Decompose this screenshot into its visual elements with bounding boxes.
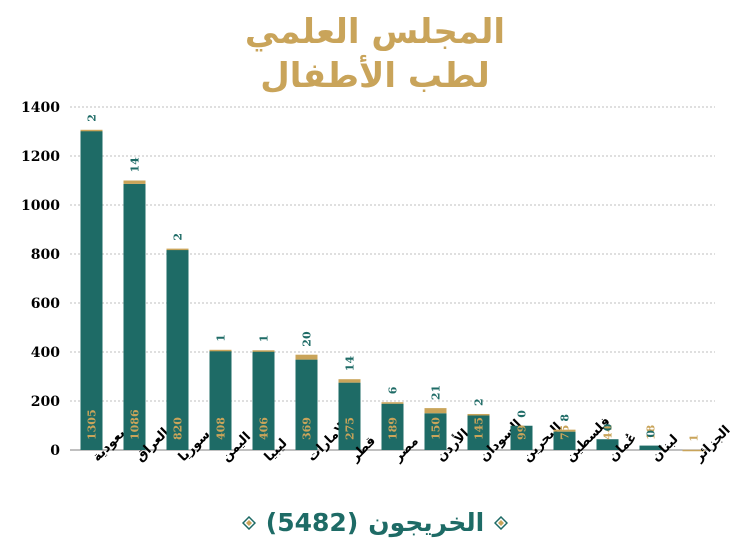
bar-top-value-label: 0 [602, 423, 615, 431]
bar-value-label: 99 [516, 425, 529, 440]
bar-primary [424, 413, 447, 450]
diamond-ornament-icon [494, 516, 509, 530]
bar-top-value-label: 14 [129, 157, 142, 173]
y-tick-label: 0 [50, 443, 60, 459]
bar-top-value-label: 8 [559, 414, 572, 422]
y-tick-label: 400 [31, 345, 60, 361]
bar-secondary [424, 408, 447, 414]
y-tick-label: 1000 [21, 198, 60, 214]
bar-secondary [295, 354, 318, 360]
bar-secondary [682, 449, 705, 452]
bar-top-value-label: 2 [172, 233, 185, 241]
bar-primary [295, 359, 318, 450]
chart-title-line-1: المجلس العلمي [244, 12, 506, 52]
bar-top-value-label: 20 [301, 331, 314, 347]
bar-value-label: 408 [215, 417, 228, 440]
bar-primary [467, 414, 490, 450]
bar-value-label: 44 [602, 424, 615, 440]
bar-value-label: 145 [473, 417, 486, 440]
y-tick-label: 200 [31, 394, 60, 410]
bar-value-label: 406 [258, 417, 271, 440]
bar-top-value-label: 0 [516, 410, 529, 418]
bar-primary [510, 425, 533, 450]
bar-value-label: 1086 [129, 409, 142, 440]
bar-primary [166, 249, 189, 450]
y-tick-label: 1400 [21, 100, 60, 116]
bar-top-value-label: 1 [215, 334, 228, 342]
bar-top-value-label: 2 [86, 114, 99, 122]
bar-value-label: 189 [387, 417, 400, 440]
y-tick-label: 600 [31, 296, 60, 312]
bar-secondary [123, 180, 146, 184]
bar-primary [553, 431, 576, 450]
chart-title-line-2: لطب الأطفال [260, 56, 490, 96]
graduates-footer: الخريجون (5482) [0, 506, 750, 540]
bar-top-value-label: 14 [344, 356, 357, 372]
bar-value-label: 1305 [86, 409, 99, 440]
bar-primary [338, 382, 361, 450]
graduates-total: (5482) [265, 508, 359, 537]
diamond-ornament-icon [241, 516, 256, 530]
bar-primary [252, 350, 275, 450]
bar-value-label: 150 [430, 417, 443, 440]
bar-primary [123, 183, 146, 450]
graduates-label: الخريجون [368, 508, 485, 537]
bar-primary [639, 445, 662, 450]
bar-top-value-label: 0 [645, 430, 658, 438]
bar-primary [209, 350, 232, 450]
bar-secondary [381, 402, 404, 404]
bar-value-label: 275 [344, 417, 357, 440]
bar-top-value-label: 1 [258, 335, 271, 343]
bar-primary [80, 130, 103, 450]
bar-secondary [209, 349, 232, 352]
bar-secondary [467, 413, 490, 416]
bar-top-value-label: 2 [473, 398, 486, 406]
bar-value-label: 369 [301, 417, 314, 440]
bar-primary [381, 403, 404, 450]
bar-top-value-label: 1 [688, 434, 701, 442]
bar-primary [596, 439, 619, 450]
bar-secondary [80, 129, 103, 132]
bar-secondary [166, 248, 189, 251]
bar-secondary [553, 429, 576, 432]
y-tick-label: 800 [31, 247, 60, 263]
bar-value-label: 75 [559, 425, 572, 440]
bar-chart: 020040060080010001200140013052السعودية10… [21, 100, 734, 466]
bar-value-label: 18 [645, 424, 658, 440]
bar-top-value-label: 6 [387, 386, 400, 394]
y-tick-label: 1200 [21, 149, 60, 165]
bar-secondary [338, 379, 361, 383]
bar-top-value-label: 21 [430, 385, 443, 400]
bar-value-label: 820 [172, 417, 185, 440]
x-category-label: الجزائر [691, 423, 734, 466]
bar-secondary [252, 350, 275, 352]
